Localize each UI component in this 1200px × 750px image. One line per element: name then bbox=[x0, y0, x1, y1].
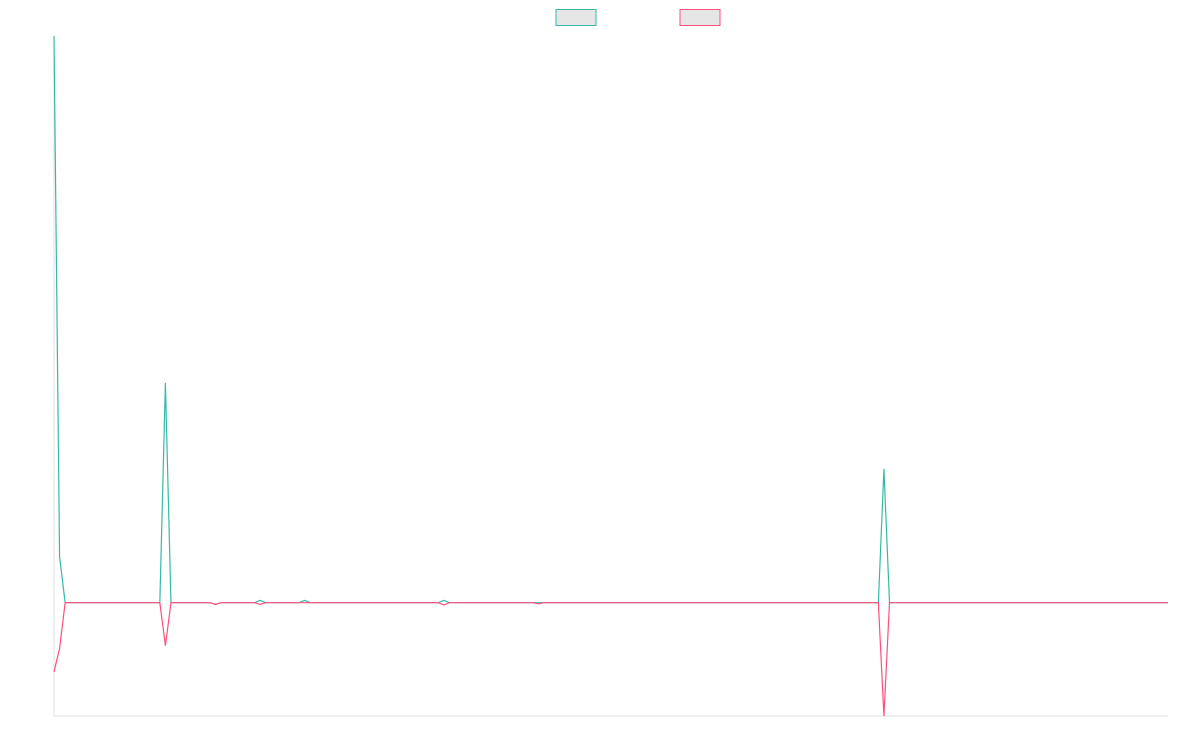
data-line bbox=[53, 35, 1168, 605]
legend-swatch bbox=[555, 9, 597, 26]
data-line bbox=[53, 602, 1168, 717]
legend-swatch bbox=[679, 9, 721, 26]
